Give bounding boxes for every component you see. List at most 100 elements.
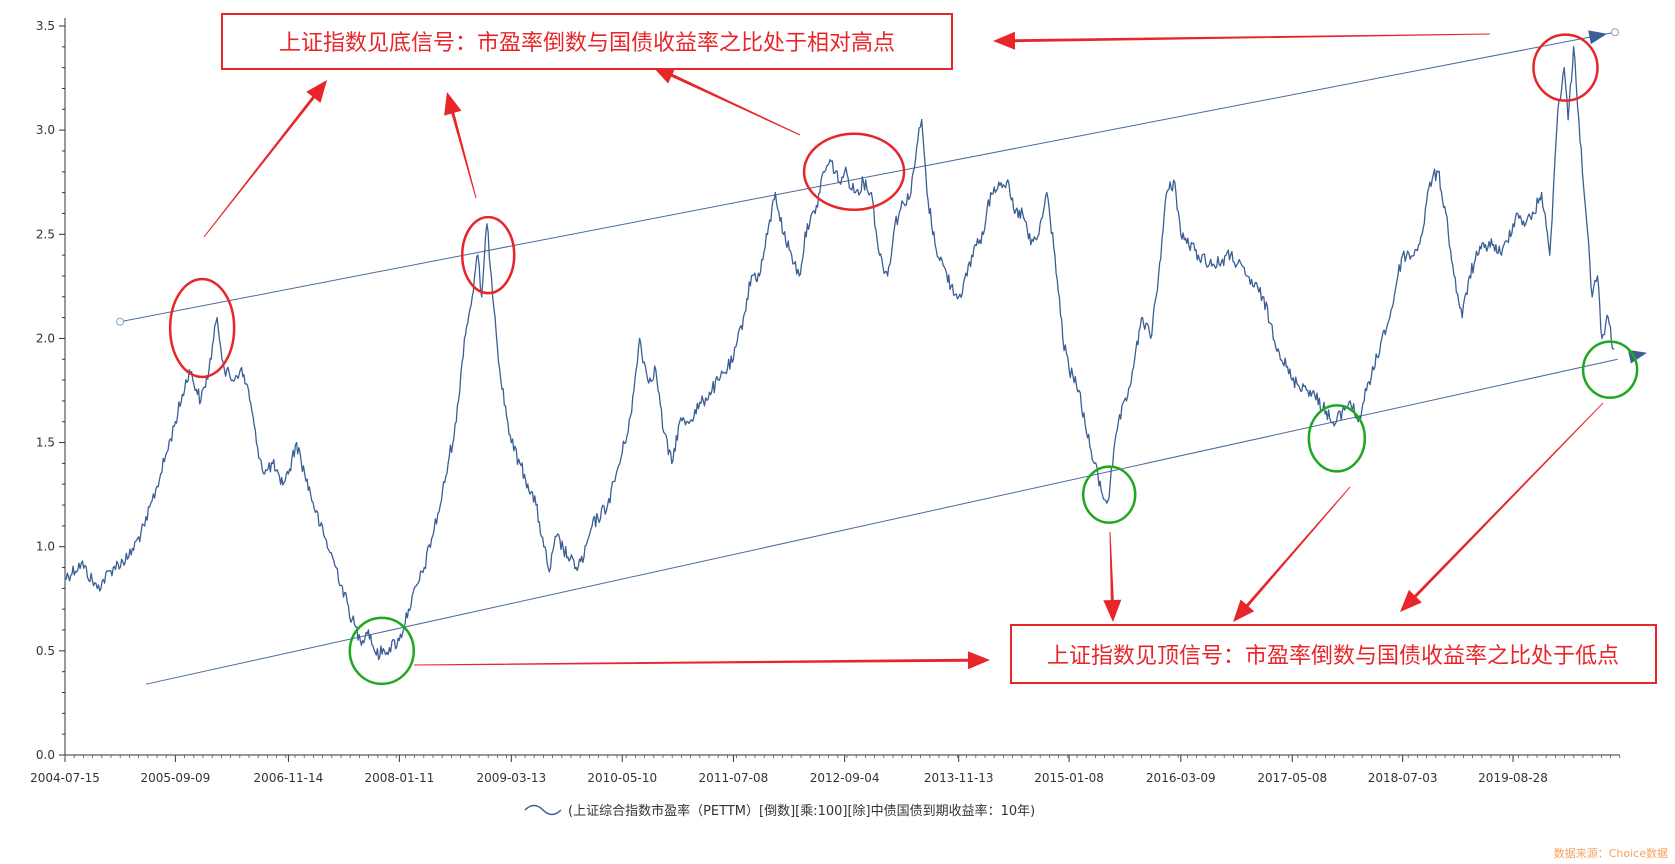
data-point xyxy=(814,212,816,215)
data-point xyxy=(575,566,577,569)
y-tick-label: 1.0 xyxy=(36,540,55,554)
data-point xyxy=(732,358,735,360)
red-arrow xyxy=(1103,532,1122,622)
series-line xyxy=(64,46,1614,661)
data-point xyxy=(1197,254,1199,256)
data-point xyxy=(1325,410,1327,412)
x-tick-label: 2009-03-13 xyxy=(476,771,546,785)
data-point xyxy=(902,202,904,204)
data-point xyxy=(1166,192,1168,194)
data-point xyxy=(1567,119,1569,121)
source-note: 数据来源：Choice数据 xyxy=(1554,846,1668,860)
data-point xyxy=(982,233,984,235)
data-point xyxy=(1461,317,1463,319)
data-point xyxy=(583,556,585,558)
data-point xyxy=(591,525,593,527)
data-point xyxy=(1578,119,1580,121)
data-point xyxy=(1349,400,1351,402)
data-point xyxy=(1357,421,1359,423)
x-tick-label: 2012-09-04 xyxy=(810,771,880,785)
data-point xyxy=(160,473,162,475)
data-point xyxy=(216,317,218,319)
green-circle xyxy=(1581,340,1639,399)
data-point xyxy=(806,223,808,225)
axes: 0.0 0.5 1.0 1.5 2.0 2.5 3.0 3.5 2004-07-15 2005-0… xyxy=(30,18,1621,785)
channel-handle xyxy=(1611,28,1620,37)
data-point xyxy=(1101,494,1103,496)
data-point xyxy=(1512,223,1514,225)
data-point xyxy=(671,462,673,464)
data-point xyxy=(375,654,377,656)
y-tick-label: 3.5 xyxy=(36,19,55,33)
data-point xyxy=(655,369,657,371)
data-point xyxy=(830,160,832,162)
data-point xyxy=(383,650,385,652)
red-arrow xyxy=(1400,402,1604,612)
data-point xyxy=(1563,67,1565,69)
data-point xyxy=(702,400,704,402)
data-point xyxy=(926,192,928,194)
annotation-top-signal: 上证指数见顶信号：市盈率倒数与国债收益率之比处于低点 xyxy=(1010,624,1657,684)
y-tick-label: 3.0 xyxy=(36,123,55,137)
data-point xyxy=(1341,410,1343,412)
data-point xyxy=(878,254,881,256)
data-point xyxy=(822,171,824,173)
data-point xyxy=(1078,389,1080,392)
data-point xyxy=(1517,212,1519,215)
data-point xyxy=(838,181,840,183)
data-point xyxy=(1093,462,1096,464)
data-point xyxy=(96,587,98,589)
data-point xyxy=(647,379,649,381)
data-point xyxy=(1525,223,1527,225)
data-point xyxy=(1150,337,1152,340)
data-point xyxy=(1437,171,1439,173)
red-arrow xyxy=(652,66,801,136)
data-point xyxy=(862,181,865,183)
data-point xyxy=(854,192,856,194)
x-tick-label: 2008-01-11 xyxy=(364,771,434,785)
data-point xyxy=(239,369,242,371)
data-point xyxy=(1365,389,1368,392)
data-point xyxy=(1262,296,1264,298)
data-point xyxy=(319,525,321,527)
channel-line-upper xyxy=(119,31,1616,323)
data-point xyxy=(128,556,130,558)
data-point xyxy=(407,608,410,610)
data-point xyxy=(174,421,176,423)
data-point xyxy=(774,192,776,194)
data-point xyxy=(423,566,425,569)
legend: (上证综合指数市盈率（PETTM）[倒数][乘:100][除]中债国债到期收益率… xyxy=(524,803,1035,819)
y-tick-label: 1.5 xyxy=(36,436,55,450)
data-point xyxy=(921,119,923,121)
data-point xyxy=(80,562,82,564)
data-point xyxy=(447,462,449,464)
annotation-box-bottom xyxy=(1010,624,1657,684)
channel-arrowhead xyxy=(1588,30,1608,45)
data-point xyxy=(1381,337,1383,340)
data-point xyxy=(1014,212,1016,215)
x-tick-label: 2013-11-13 xyxy=(924,771,994,785)
data-point xyxy=(718,379,720,381)
data-point xyxy=(208,369,210,371)
data-point xyxy=(1085,431,1087,433)
data-point xyxy=(1174,181,1176,183)
data-point xyxy=(519,462,521,464)
red-circle xyxy=(1532,33,1599,102)
y-tick-label: 2.0 xyxy=(36,331,55,345)
data-point xyxy=(1038,233,1040,235)
data-point xyxy=(1006,181,1008,183)
data-point xyxy=(351,619,353,621)
data-point xyxy=(894,223,896,225)
annotation-bottom-signal: 上证指数见底信号：市盈率倒数与国债收益率之比处于相对高点 xyxy=(221,13,953,70)
data-point xyxy=(910,192,912,194)
data-point xyxy=(463,337,465,340)
data-point xyxy=(1180,233,1182,235)
data-point xyxy=(1062,337,1064,340)
data-point xyxy=(1549,254,1551,256)
data-point xyxy=(555,535,558,537)
data-point xyxy=(766,233,769,235)
data-point xyxy=(1246,275,1248,277)
data-point xyxy=(439,504,441,506)
data-point xyxy=(1468,275,1471,277)
